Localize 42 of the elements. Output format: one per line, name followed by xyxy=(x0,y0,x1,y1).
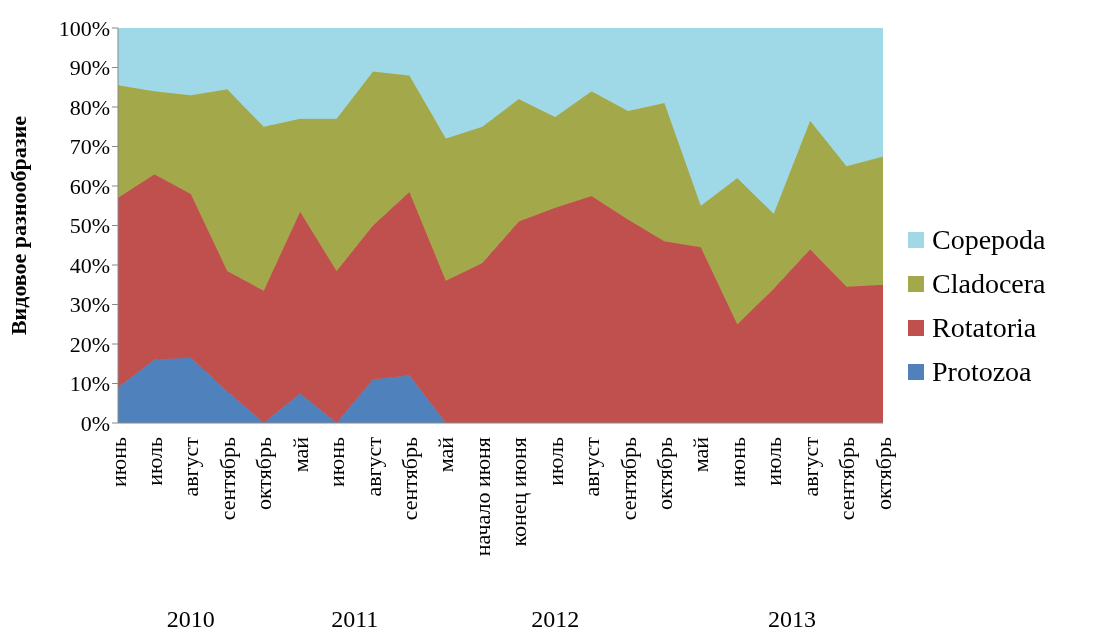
x-tick-label: май xyxy=(688,436,714,473)
y-tick-label: 30% xyxy=(69,292,110,318)
x-tick-label: начало июня xyxy=(469,437,495,557)
x-tick-label: октябрь xyxy=(251,437,277,511)
y-tick-label: 90% xyxy=(69,55,110,81)
text: 2011 xyxy=(331,606,379,632)
x-tick-label: май xyxy=(287,436,313,473)
y-tick-label: 80% xyxy=(69,94,110,120)
text: 2012 xyxy=(531,606,580,632)
x-tick-label: июль xyxy=(141,437,167,486)
legend-label: Copepoda xyxy=(932,223,1046,256)
x-tick-label: июнь xyxy=(105,437,131,488)
text: 2013 xyxy=(767,606,816,632)
y-tick-label: 50% xyxy=(69,213,110,239)
y-tick-label: 0% xyxy=(80,410,110,436)
legend-label: Protozoa xyxy=(932,355,1032,388)
x-tick-label: июнь xyxy=(724,437,750,488)
x-tick-label: август xyxy=(579,436,605,497)
y-tick-label: 40% xyxy=(69,252,110,278)
y-axis-title: Видовое разнообразие xyxy=(5,115,31,336)
x-tick-label: июль xyxy=(761,437,787,486)
y-tick-label: 70% xyxy=(69,134,110,160)
x-tick-label: июль xyxy=(542,437,568,486)
x-tick-label: июнь xyxy=(324,437,350,488)
x-tick-label: конец июня xyxy=(506,437,532,547)
x-tick-label: август xyxy=(178,436,204,497)
x-tick-label: октябрь xyxy=(870,437,896,511)
x-tick-label: сентябрь xyxy=(214,437,240,521)
x-tick-label: май xyxy=(433,436,459,473)
legend-label: Rotatoria xyxy=(932,311,1037,344)
x-tick-label: сентябрь xyxy=(834,437,860,521)
y-tick-label: 20% xyxy=(69,331,110,357)
x-tick-label: октябрь xyxy=(651,437,677,511)
x-tick-label: август xyxy=(797,436,823,497)
y-tick-label: 10% xyxy=(69,371,110,397)
legend-label: Cladocera xyxy=(932,267,1046,300)
x-tick-label: сентябрь xyxy=(615,437,641,521)
x-tick-label: август xyxy=(360,436,386,497)
x-tick-label: сентябрь xyxy=(396,437,422,521)
y-tick-label: 60% xyxy=(69,173,110,199)
text: 2010 xyxy=(166,606,215,632)
y-tick-label: 100% xyxy=(58,15,110,41)
